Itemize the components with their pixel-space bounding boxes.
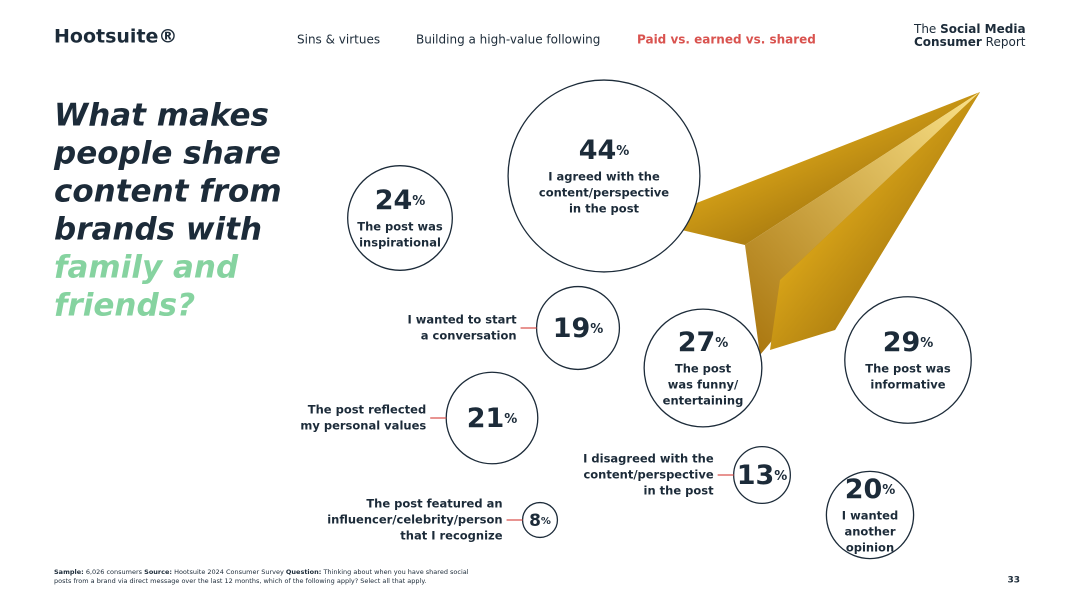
category-label: The post featured an xyxy=(366,497,502,511)
value-unit: % xyxy=(715,336,728,351)
footnote: Sample: 6,026 consumers Source: Hootsuit… xyxy=(54,568,469,576)
heading-line: What makes xyxy=(54,98,269,134)
value-unit: % xyxy=(590,322,603,337)
report-title-part: Report xyxy=(986,35,1026,49)
value-unit: % xyxy=(882,483,895,498)
report-title-part: The xyxy=(913,22,936,36)
report-title: Consumer Report xyxy=(914,35,1026,49)
category-label: inspirational xyxy=(359,236,441,250)
value-number: 21 xyxy=(467,403,505,434)
brand: Hootsuite® xyxy=(54,26,177,48)
category-label: The post reflected xyxy=(308,403,426,417)
value-label: 21% xyxy=(467,403,518,434)
footnote: posts from a brand via direct message ov… xyxy=(54,577,426,585)
category-label: my personal values xyxy=(300,419,426,433)
nav-item[interactable]: Building a high-value following xyxy=(416,33,600,47)
category-label: opinion xyxy=(846,541,894,555)
value-unit: % xyxy=(504,412,517,427)
bubble xyxy=(347,165,453,271)
heading-line: people share xyxy=(53,136,281,172)
fn: Thinking about when you have shared soci… xyxy=(322,568,468,576)
nav-item[interactable]: Sins & virtues xyxy=(297,33,380,47)
category-label: I agreed with the xyxy=(548,170,660,184)
report-title-part: Consumer xyxy=(914,35,982,49)
category-label: influencer/celebrity/person xyxy=(327,513,502,527)
bubble xyxy=(844,296,972,424)
category-label: a conversation xyxy=(421,329,517,343)
paper-plane xyxy=(648,92,980,355)
bubble xyxy=(643,308,763,428)
fn: Question: xyxy=(286,568,321,576)
value-number: 27 xyxy=(678,327,716,358)
bubble xyxy=(507,79,701,273)
value-number: 20 xyxy=(845,474,883,505)
category-label: another xyxy=(844,525,895,539)
value-unit: % xyxy=(616,144,629,159)
page-number: 33 xyxy=(1007,576,1020,586)
value-label: 19% xyxy=(553,313,604,344)
heading-line: content from xyxy=(54,174,282,210)
category-label: content/perspective xyxy=(583,468,713,482)
category-label: entertaining xyxy=(663,394,744,408)
value-unit: % xyxy=(541,516,551,527)
report-title-part: Social Media xyxy=(940,22,1025,36)
category-label: that I recognize xyxy=(400,529,502,543)
category-label: was funny/ xyxy=(668,378,739,392)
value-label: 13% xyxy=(737,460,788,491)
heading-highlight: family and xyxy=(54,250,239,286)
category-label: The post was xyxy=(357,220,443,234)
category-label: content/perspective xyxy=(539,186,669,200)
heading-line: brands with xyxy=(54,212,262,248)
value-number: 44 xyxy=(579,135,617,166)
nav-item-active[interactable]: Paid vs. earned vs. shared xyxy=(637,33,816,47)
fn: Hootsuite 2024 Consumer Survey xyxy=(174,568,284,576)
value-unit: % xyxy=(774,469,787,484)
category-label: in the post xyxy=(569,202,640,216)
value-label: 8% xyxy=(529,511,551,531)
value-number: 19 xyxy=(553,313,591,344)
value-unit: % xyxy=(412,194,425,209)
category-label: informative xyxy=(870,378,945,392)
report-title: The Social Media xyxy=(913,22,1026,36)
value-number: 13 xyxy=(737,460,775,491)
fn: Sample: xyxy=(54,568,84,576)
category-label: I wanted xyxy=(842,509,898,523)
bubble xyxy=(825,470,915,560)
value-unit: % xyxy=(920,336,933,351)
value-label: 27% xyxy=(678,327,729,358)
fn: Source: xyxy=(144,568,172,576)
value-number: 8 xyxy=(529,511,541,531)
value-label: 44% xyxy=(579,135,630,166)
value-number: 24 xyxy=(375,185,413,216)
category-label: The post was xyxy=(865,362,951,376)
value-label: 29% xyxy=(883,327,934,358)
fn: 6,026 consumers xyxy=(86,568,143,576)
category-label: I wanted to start xyxy=(408,313,518,327)
category-label: in the post xyxy=(644,484,715,498)
value-label: 20% xyxy=(845,474,896,505)
category-label: I disagreed with the xyxy=(583,452,714,466)
heading-highlight: friends? xyxy=(54,288,195,324)
value-label: 24% xyxy=(375,185,426,216)
value-number: 29 xyxy=(883,327,921,358)
category-label: The post xyxy=(675,362,732,376)
